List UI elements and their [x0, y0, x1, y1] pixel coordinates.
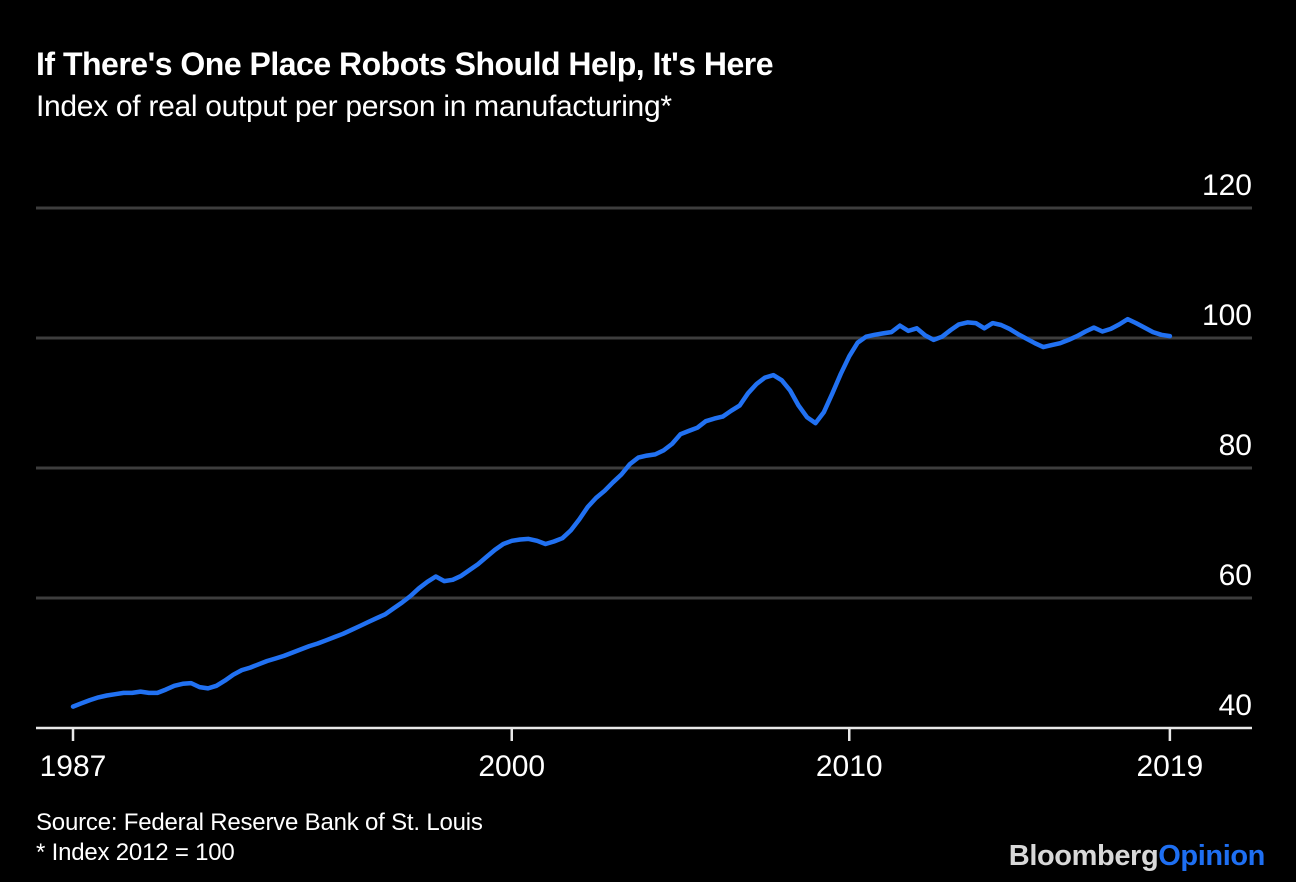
logo-opinion: Opinion	[1158, 840, 1265, 872]
logo-bloomberg: Bloomberg	[1008, 840, 1159, 872]
bloomberg-opinion-logo: BloombergOpinion	[1008, 840, 1266, 873]
source-line: Source: Federal Reserve Bank of St. Loui…	[36, 809, 483, 836]
y-axis-label: 120	[1202, 169, 1252, 202]
x-axis-label: 2019	[1137, 750, 1204, 783]
chart-header: If There's One Place Robots Should Help,…	[36, 44, 774, 124]
y-axis-label: 40	[1219, 689, 1252, 722]
x-axis-label: 2000	[478, 750, 545, 783]
y-axis-label: 60	[1219, 559, 1252, 592]
x-axis-label: 1987	[40, 750, 107, 783]
y-axis-label: 100	[1202, 299, 1252, 332]
chart-title: If There's One Place Robots Should Help,…	[36, 46, 774, 82]
x-axis-label: 2010	[816, 750, 883, 783]
series-line	[70, 316, 1173, 709]
footnote-line: * Index 2012 = 100	[36, 839, 235, 866]
y-axis-label: 80	[1219, 429, 1252, 462]
source-note: Source: Federal Reserve Bank of St. Loui…	[36, 808, 483, 868]
chart-subtitle: Index of real output per person in manuf…	[36, 90, 672, 123]
